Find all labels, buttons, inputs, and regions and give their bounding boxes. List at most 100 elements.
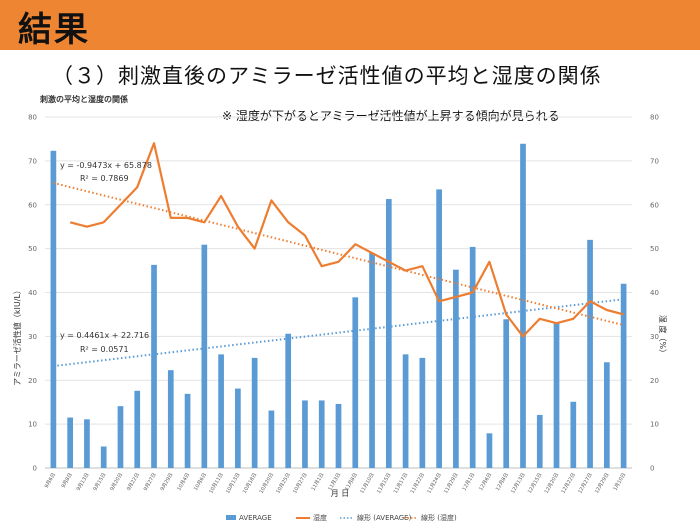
y2-axis-label: 湿 度（%） xyxy=(658,315,668,357)
y-axis-ticks: 0 10 20 30 40 50 60 70 80 xyxy=(28,114,37,473)
legend: AVERAGE 湿度 線形 (AVERAGE) 線形 (湿度) xyxy=(226,513,457,522)
y2-tick-label: 70 xyxy=(650,157,659,165)
x-tick-label: 9月27日 xyxy=(143,472,158,492)
bar xyxy=(469,246,476,468)
y2-tick-label: 60 xyxy=(650,201,659,209)
bar xyxy=(486,433,493,468)
y-tick-label: 40 xyxy=(28,289,37,297)
y2-tick-label: 80 xyxy=(650,114,659,122)
bar xyxy=(503,319,510,468)
y-axis-label: アミラーゼ活性値（kIU/L） xyxy=(12,286,22,386)
y-tick-label: 10 xyxy=(28,421,37,429)
bar xyxy=(369,253,375,468)
y-tick-label: 80 xyxy=(28,114,37,122)
x-tick-label: 12月20日 xyxy=(544,472,561,495)
bar xyxy=(117,406,124,468)
x-tick-label: 9月6日 xyxy=(44,472,57,489)
chart-area: 刺激の平均と湿度の関係 ※ 湿度が下がるとアミラーゼ活性値が上昇する傾向が見られ… xyxy=(12,94,668,522)
y2-tick-label: 0 xyxy=(650,465,654,473)
y2-tick-label: 40 xyxy=(650,289,659,297)
bar xyxy=(251,357,258,468)
x-axis-label: 月 日 xyxy=(331,489,350,498)
x-tick-label: 12月8日 xyxy=(495,472,510,492)
y2-tick-label: 20 xyxy=(650,377,659,385)
bar xyxy=(268,410,275,468)
x-tick-label: 10月25日 xyxy=(275,472,292,495)
bar xyxy=(184,393,191,468)
x-tick-label: 10月13日 xyxy=(225,472,242,495)
x-tick-label: 12月1日 xyxy=(461,472,476,492)
x-tick-label: 12月29日 xyxy=(594,472,611,495)
y2-tick-label: 50 xyxy=(650,245,659,253)
legend-label-average: AVERAGE xyxy=(239,514,272,522)
title-band xyxy=(0,0,700,50)
x-tick-label: 9月20日 xyxy=(109,472,124,492)
trend-r2-humidity: R² = 0.7869 xyxy=(80,174,129,183)
legend-label-trend-average: 線形 (AVERAGE) xyxy=(357,513,412,522)
bar xyxy=(302,400,308,468)
bar xyxy=(50,150,57,468)
x-tick-label: 12月15日 xyxy=(527,472,544,495)
bar-series xyxy=(50,143,627,469)
x-tick-label: 10月20日 xyxy=(259,472,276,495)
bar xyxy=(402,354,409,468)
y2-tick-label: 10 xyxy=(650,421,659,429)
trend-equation-average: y = 0.4461x + 22.716 xyxy=(60,331,149,340)
x-tick-label: 9月22日 xyxy=(126,472,141,492)
x-tick-label: 9月13日 xyxy=(76,472,91,492)
x-tick-label: 10月11日 xyxy=(208,472,225,495)
bar xyxy=(419,357,426,468)
x-tick-label: 11月17日 xyxy=(393,472,410,495)
bar xyxy=(218,354,224,468)
x-tick-label: 11月29日 xyxy=(443,472,460,495)
y-tick-label: 30 xyxy=(28,333,37,341)
bar xyxy=(285,333,292,468)
x-tick-label: 11月15日 xyxy=(376,472,393,495)
x-tick-label: 10月4日 xyxy=(176,472,191,492)
x-tick-label: 11月10日 xyxy=(359,472,376,495)
bar xyxy=(587,239,593,468)
bar xyxy=(620,283,627,468)
x-tick-label: 9月15日 xyxy=(92,472,107,492)
legend-swatch-average xyxy=(226,515,236,520)
bar xyxy=(201,244,208,468)
slide-subtitle: （３）刺激直後のアミラーゼ活性値の平均と湿度の関係 xyxy=(52,64,602,88)
humidity-line xyxy=(69,142,624,338)
bar xyxy=(385,199,392,468)
bar xyxy=(134,390,141,468)
legend-label-humidity: 湿度 xyxy=(313,513,327,522)
bar xyxy=(536,414,543,468)
x-tick-label: 1月10日 xyxy=(612,472,627,492)
chart-title: 刺激の平均と湿度の関係 xyxy=(39,94,128,104)
bar xyxy=(318,400,325,468)
bar xyxy=(453,269,459,468)
x-tick-label: 9月8日 xyxy=(61,472,74,489)
bar xyxy=(335,403,342,468)
y2-tick-label: 30 xyxy=(650,333,659,341)
y-tick-label: 70 xyxy=(28,157,37,165)
x-tick-label: 12月22日 xyxy=(560,472,577,495)
line-series xyxy=(69,142,624,338)
trend-r2-average: R² = 0.0571 xyxy=(80,345,129,354)
y-tick-label: 0 xyxy=(33,465,37,473)
x-tick-label: 12月27日 xyxy=(577,472,594,495)
bar xyxy=(570,401,577,468)
x-tick-label: 12月13日 xyxy=(510,472,527,495)
slide-title: 結果 xyxy=(18,10,90,50)
bar xyxy=(520,143,526,469)
y-tick-label: 60 xyxy=(28,201,37,209)
x-tick-label: 11月22日 xyxy=(410,472,427,495)
y-tick-label: 20 xyxy=(28,377,37,385)
bar xyxy=(84,419,90,468)
legend-label-trend-humidity: 線形 (湿度) xyxy=(421,513,457,522)
x-tick-label: 10月6日 xyxy=(193,472,208,492)
bar xyxy=(151,264,157,468)
chart-annotation: ※ 湿度が下がるとアミラーゼ活性値が上昇する傾向が見られる xyxy=(222,108,560,123)
x-tick-label: 10月27日 xyxy=(292,472,309,495)
x-tick-label: 11月1日 xyxy=(310,472,325,492)
y2-axis-ticks: 0 10 20 30 40 50 60 70 80 xyxy=(650,114,659,473)
bar xyxy=(603,362,610,468)
bar xyxy=(100,446,107,468)
x-tick-label: 10月18日 xyxy=(242,472,259,495)
bar xyxy=(167,370,174,468)
